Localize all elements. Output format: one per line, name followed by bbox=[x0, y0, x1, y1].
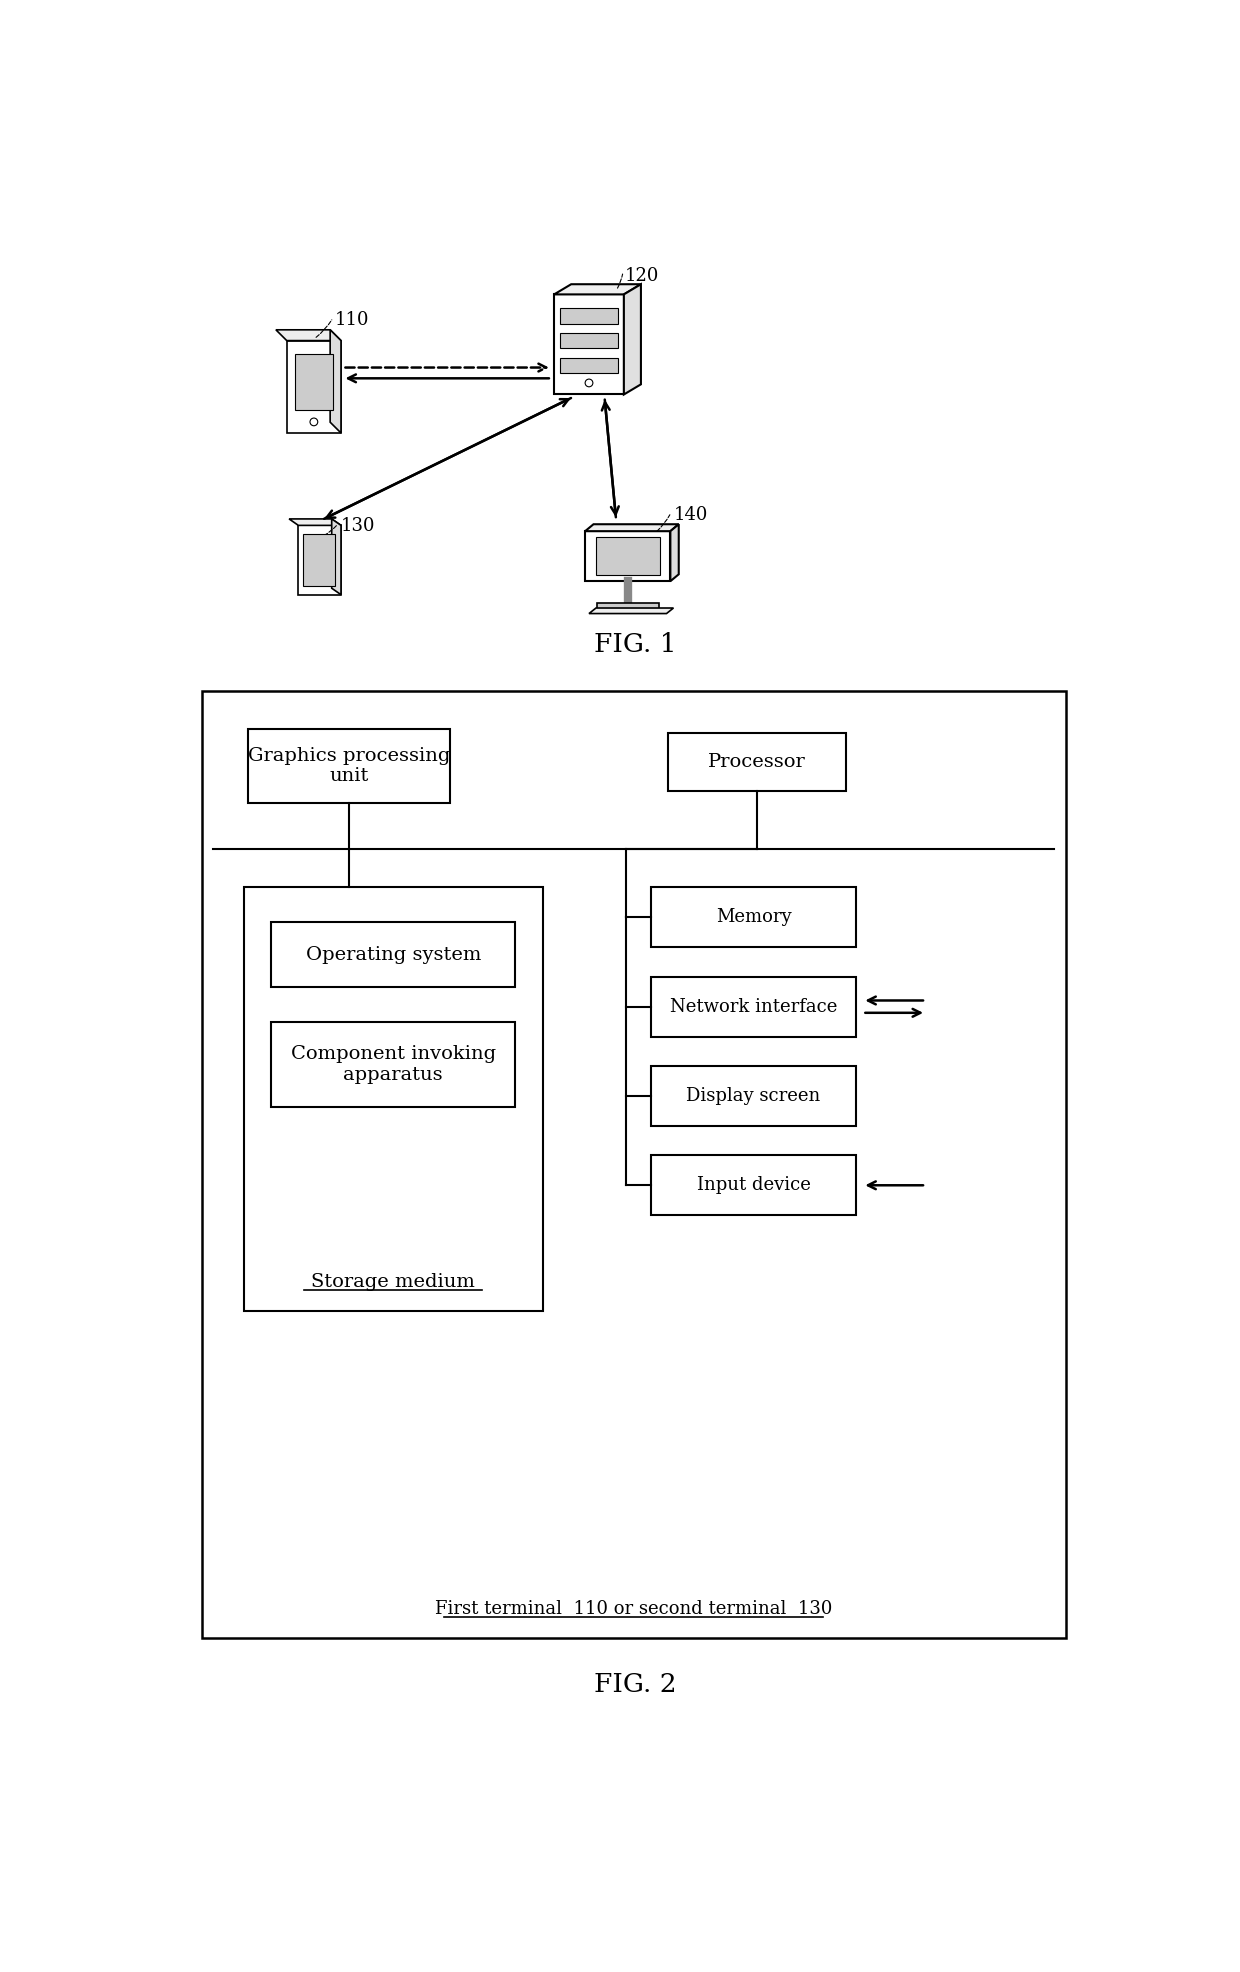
FancyBboxPatch shape bbox=[651, 976, 856, 1037]
FancyBboxPatch shape bbox=[668, 734, 847, 791]
Polygon shape bbox=[275, 329, 341, 341]
Polygon shape bbox=[289, 519, 341, 525]
Text: Component invoking
apparatus: Component invoking apparatus bbox=[290, 1045, 496, 1085]
FancyBboxPatch shape bbox=[560, 333, 618, 349]
Text: 140: 140 bbox=[675, 507, 708, 525]
Polygon shape bbox=[330, 329, 341, 434]
FancyBboxPatch shape bbox=[596, 603, 658, 611]
Text: Input device: Input device bbox=[697, 1175, 811, 1195]
FancyBboxPatch shape bbox=[272, 1021, 516, 1106]
Text: Operating system: Operating system bbox=[305, 947, 481, 964]
FancyBboxPatch shape bbox=[244, 887, 543, 1311]
Text: 130: 130 bbox=[341, 517, 376, 534]
Polygon shape bbox=[286, 341, 341, 434]
FancyBboxPatch shape bbox=[201, 690, 1065, 1639]
Polygon shape bbox=[585, 525, 678, 530]
Text: Memory: Memory bbox=[715, 909, 791, 927]
Text: Network interface: Network interface bbox=[670, 998, 837, 1016]
Text: FIG. 2: FIG. 2 bbox=[594, 1672, 677, 1696]
Polygon shape bbox=[585, 530, 671, 582]
FancyBboxPatch shape bbox=[651, 1067, 856, 1126]
Text: Graphics processing
unit: Graphics processing unit bbox=[248, 747, 450, 785]
Text: 120: 120 bbox=[625, 268, 658, 286]
Text: Processor: Processor bbox=[708, 753, 806, 771]
Polygon shape bbox=[554, 284, 641, 294]
FancyBboxPatch shape bbox=[272, 923, 516, 988]
Polygon shape bbox=[589, 607, 673, 613]
Text: 110: 110 bbox=[335, 312, 370, 329]
FancyBboxPatch shape bbox=[560, 308, 618, 323]
Polygon shape bbox=[299, 525, 341, 596]
Text: FIG. 1: FIG. 1 bbox=[594, 633, 677, 657]
FancyBboxPatch shape bbox=[651, 887, 856, 947]
Text: Storage medium: Storage medium bbox=[311, 1272, 475, 1290]
Polygon shape bbox=[671, 525, 678, 582]
FancyBboxPatch shape bbox=[651, 1156, 856, 1215]
FancyBboxPatch shape bbox=[248, 730, 449, 803]
Text: Display screen: Display screen bbox=[687, 1087, 821, 1104]
FancyBboxPatch shape bbox=[560, 357, 618, 373]
Polygon shape bbox=[332, 519, 341, 596]
FancyBboxPatch shape bbox=[596, 538, 660, 576]
Text: First terminal  110 or second terminal  130: First terminal 110 or second terminal 13… bbox=[435, 1599, 832, 1617]
Polygon shape bbox=[554, 294, 624, 394]
Polygon shape bbox=[624, 284, 641, 394]
FancyBboxPatch shape bbox=[304, 534, 336, 586]
FancyBboxPatch shape bbox=[295, 355, 332, 410]
